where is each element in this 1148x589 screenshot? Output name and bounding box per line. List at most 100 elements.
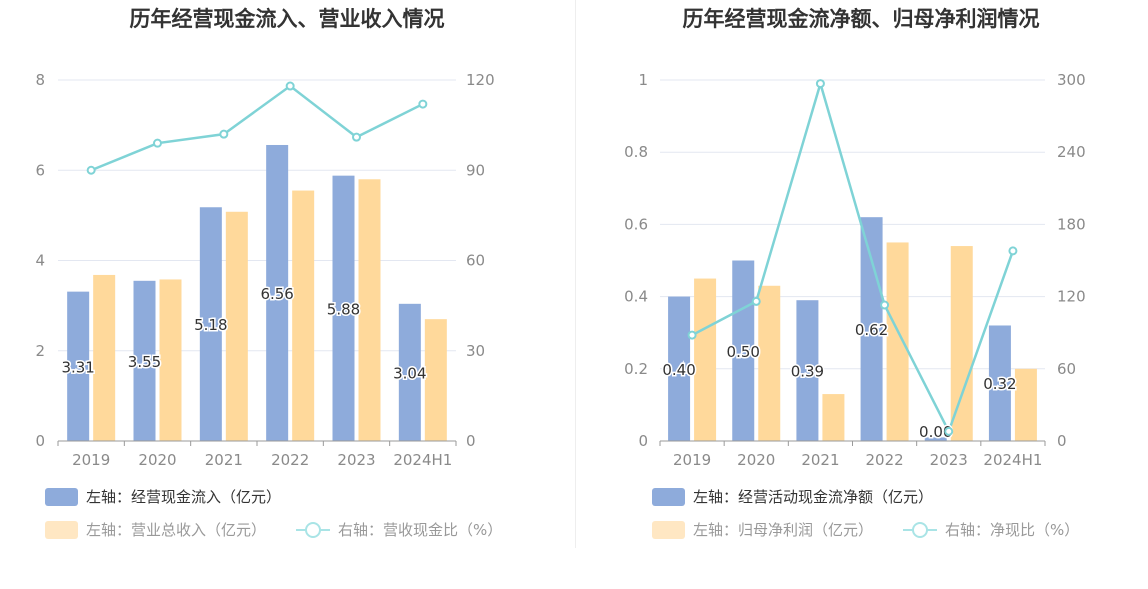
line-swatch-icon — [903, 521, 937, 539]
right-chart-panel: 历年经营现金流净额、归母净利润情况 0 0.2 0.4 0.6 0.8 1 0 60 120 18… — [574, 0, 1148, 589]
legend-item-cash-revenue-ratio[interactable]: 右轴：营收现金比（%） — [296, 519, 502, 540]
bar-series-2 — [225, 211, 248, 441]
line-series — [691, 79, 1015, 435]
bar-series-2 — [358, 179, 381, 441]
line-point — [219, 129, 229, 139]
right-axis-tick-label: 30 — [466, 342, 485, 360]
bar-series-2 — [886, 242, 909, 441]
x-axis-tick-label: 2019 — [72, 451, 110, 469]
x-axis-tick-label: 2024H1 — [983, 451, 1042, 469]
line-swatch-icon — [296, 521, 330, 539]
left-axis-tick-label: 0 — [35, 432, 45, 450]
line-point — [352, 132, 361, 142]
right-axis-tick-label: 0 — [466, 432, 476, 450]
bar-series-2 — [93, 274, 116, 441]
right-axis-tick-label: 60 — [466, 252, 485, 270]
bar-value-label: 5.18 — [194, 316, 227, 334]
left-axis-tick-label: 2 — [35, 342, 45, 360]
bar-series-1 — [133, 280, 156, 441]
right-axis-tick-label: 90 — [466, 161, 485, 179]
bar-series-1 — [796, 300, 819, 441]
legend-item-net-cash-flow[interactable]: 左轴：经营活动现金流净额（亿元） — [652, 486, 933, 507]
bar-swatch-icon — [45, 487, 78, 506]
panel-divider — [575, 0, 576, 548]
right-axis-tick-label: 300 — [1057, 71, 1086, 89]
bar-series-2 — [424, 319, 447, 441]
line-point — [880, 300, 890, 310]
bar-value-label: 0.62 — [855, 321, 888, 339]
line-point — [418, 99, 428, 109]
legend: 左轴：经营现金流入（亿元） 左轴：营业总收入（亿元） 右轴：营收现金比（%） — [45, 486, 502, 540]
line-point — [153, 138, 162, 148]
legend-item-net-profit[interactable]: 左轴：归母净利润（亿元） — [652, 519, 873, 540]
legend-label: 右轴：净现比（%） — [945, 521, 1080, 539]
legend-label: 左轴：营业总收入（亿元） — [86, 521, 267, 539]
left-chart-plot: 0 2 4 6 8 0 30 60 90 120 2019 2020 2021 2022 2023 2024H… — [35, 71, 494, 469]
bar-series-1 — [398, 303, 421, 441]
left-axis-tick-label: 0.6 — [624, 215, 648, 233]
bar-series-1 — [924, 437, 947, 441]
bar-series-1 — [67, 291, 90, 441]
x-axis-tick-label: 2019 — [673, 451, 711, 469]
bar-value-label: 0.50 — [727, 343, 760, 361]
bar-value-label: 5.88 — [327, 300, 360, 318]
line-point — [1008, 246, 1018, 256]
bar-swatch-icon — [652, 487, 685, 506]
right-axis-tick-label: 120 — [1057, 288, 1086, 306]
bar-series-1 — [988, 325, 1011, 441]
bar-series-2 — [950, 246, 973, 441]
x-axis-tick-label: 2023 — [337, 451, 375, 469]
legend-label: 左轴：经营现金流入（亿元） — [86, 488, 282, 506]
legend-label: 右轴：营收现金比（%） — [338, 521, 503, 539]
right-axis-tick-label: 60 — [1057, 360, 1076, 378]
left-axis-tick-label: 0.8 — [624, 143, 648, 161]
bar-value-label: 3.55 — [128, 353, 161, 371]
x-axis-tick-label: 2024H1 — [393, 451, 452, 469]
x-axis-tick-label: 2020 — [737, 451, 775, 469]
bar-series-1 — [199, 207, 222, 441]
bar-series-2 — [758, 285, 781, 441]
line-point — [815, 79, 825, 89]
x-axis-tick-label: 2021 — [205, 451, 243, 469]
x-axis-tick-label: 2021 — [801, 451, 839, 469]
legend-item-cash-inflow[interactable]: 左轴：经营现金流入（亿元） — [45, 486, 281, 507]
right-axis-tick-label: 240 — [1057, 143, 1086, 161]
bar-series-1 — [860, 217, 883, 441]
bar-series-2 — [292, 190, 315, 441]
line-point — [751, 296, 761, 306]
bar-value-label: 0.39 — [791, 363, 824, 381]
bar-series-2 — [694, 278, 717, 441]
line-point — [86, 165, 96, 175]
bar-value-label: 6.56 — [260, 285, 293, 303]
x-axis-tick-label: 2023 — [930, 451, 968, 469]
bar-swatch-icon — [652, 520, 685, 539]
left-axis-tick-label: 0.2 — [624, 360, 648, 378]
left-axis-tick-label: 1 — [638, 71, 648, 89]
x-axis-tick-label: 2022 — [271, 451, 309, 469]
bar-series-1 — [266, 144, 289, 442]
left-axis-tick-label: 0.4 — [624, 288, 648, 306]
left-chart-panel: 历年经营现金流入、营业收入情况 0 2 4 6 8 0 30 60 90 120 2019 2020 2… — [35, 7, 502, 540]
bar-value-label: 3.31 — [61, 358, 94, 376]
bar-series-2 — [1014, 368, 1037, 441]
bar-series-2 — [822, 394, 845, 441]
right-axis-tick-label: 180 — [1057, 215, 1086, 233]
x-axis-tick-label: 2020 — [138, 451, 176, 469]
legend-label: 左轴：经营活动现金流净额（亿元） — [693, 488, 934, 506]
line-point — [687, 330, 697, 340]
bar-value-label: 3.04 — [393, 364, 426, 382]
bar-series-1 — [668, 296, 691, 441]
bar-series-2 — [159, 279, 182, 441]
left-axis-tick-label: 6 — [35, 161, 45, 179]
bar-series-1 — [332, 175, 355, 442]
legend-item-net-cash-ratio[interactable]: 右轴：净现比（%） — [903, 519, 1079, 540]
right-axis-tick-label: 0 — [1057, 432, 1067, 450]
line-point — [285, 81, 295, 91]
chart-title: 历年经营现金流入、营业收入情况 — [129, 7, 445, 31]
left-axis-tick-label: 8 — [35, 71, 45, 89]
chart-title: 历年经营现金流净额、归母净利润情况 — [682, 7, 1040, 31]
line-series — [90, 84, 424, 172]
left-axis-tick-label: 0 — [638, 432, 648, 450]
x-axis-tick-label: 2022 — [865, 451, 903, 469]
legend-item-revenue[interactable]: 左轴：营业总收入（亿元） — [45, 519, 266, 540]
